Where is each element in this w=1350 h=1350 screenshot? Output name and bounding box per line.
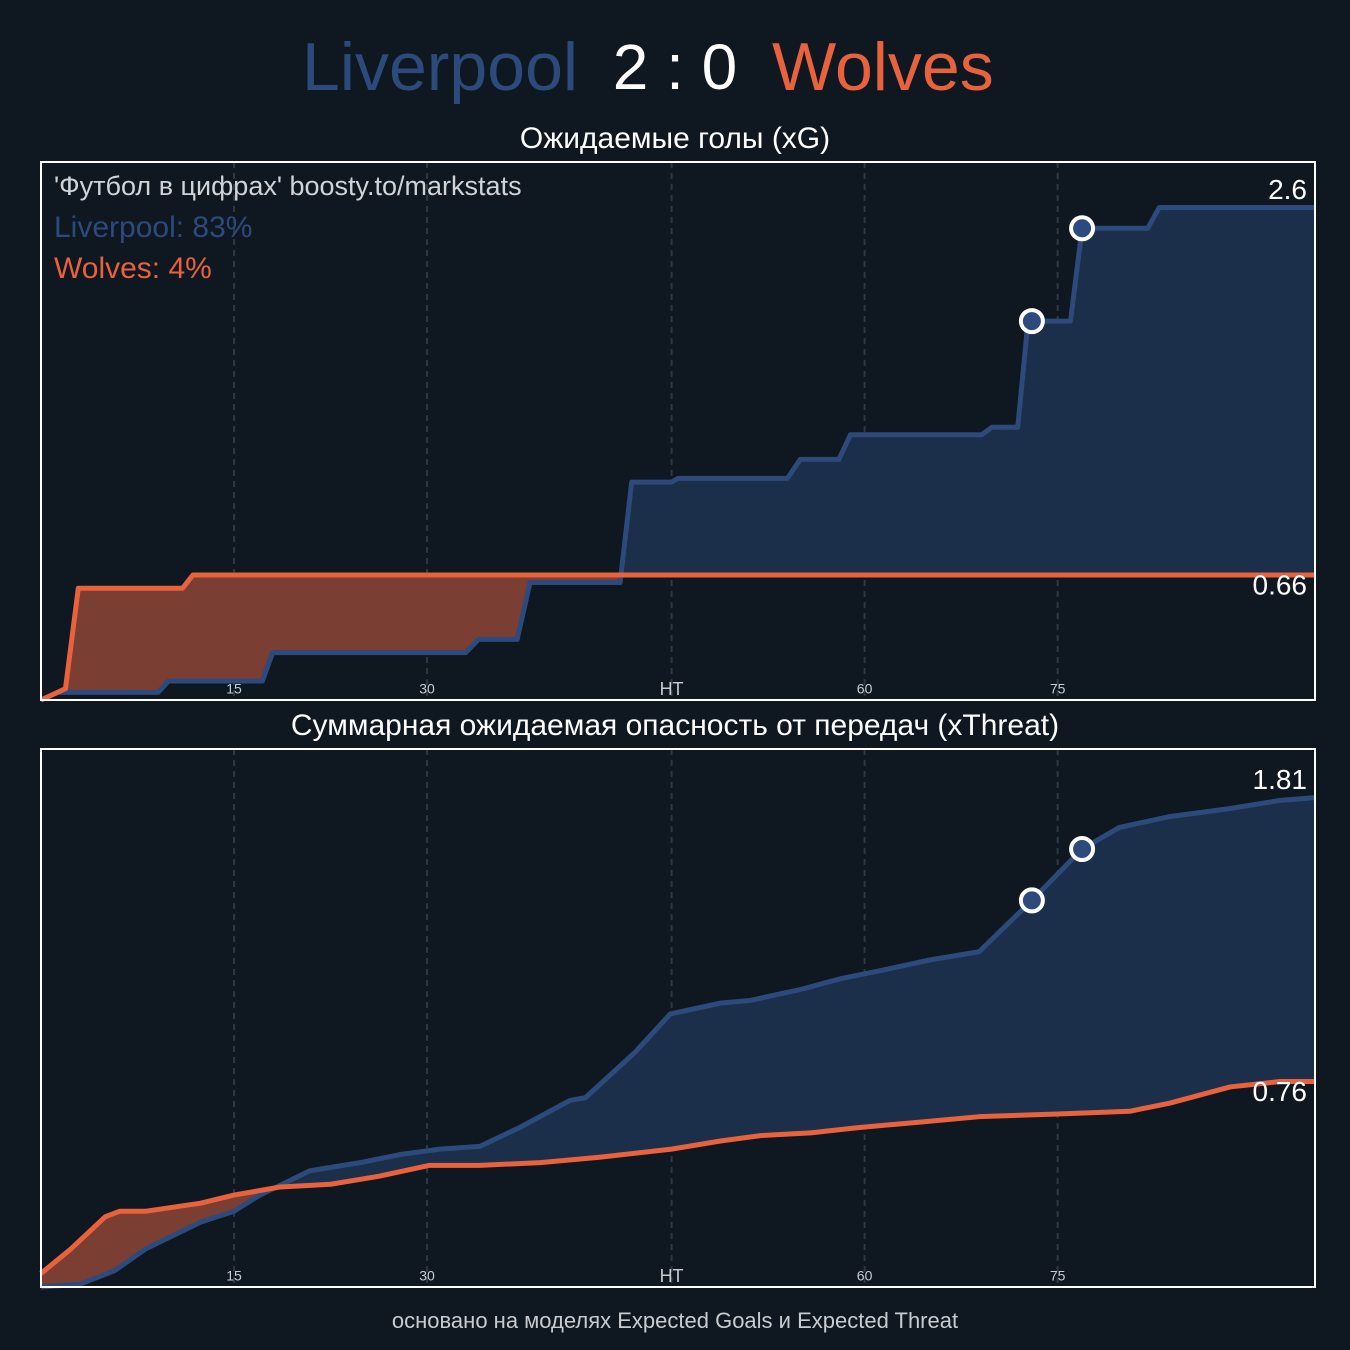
plot-frame (40, 748, 1316, 1288)
series-line (39, 572, 1315, 703)
end-value-label: 0.66 (1253, 569, 1308, 600)
x-tick-label: 60 (857, 1268, 873, 1284)
series-line (39, 1079, 1315, 1276)
x-tick-label: 75 (1050, 681, 1066, 697)
end-value-label: 2.6 (1268, 174, 1307, 205)
end-value-label: 0.76 (1253, 1076, 1308, 1107)
annotation: 'Футбол в цифрах' boosty.to/markstats (54, 171, 522, 201)
goal-marker (1069, 836, 1096, 863)
away-team: Wolves (772, 29, 994, 105)
series-line (39, 204, 1315, 703)
x-tick-label: 30 (419, 681, 435, 697)
x-tick-label: 15 (226, 681, 242, 697)
goal-marker (1069, 215, 1096, 242)
chart-title: Суммарная ожидаемая опасность от передач… (291, 709, 1059, 742)
x-tick-label: HT (660, 679, 684, 699)
goal-marker (1018, 308, 1045, 335)
home-team: Liverpool (302, 29, 578, 105)
plot-frame (40, 161, 1316, 701)
annotation: Liverpool: 83% (54, 211, 252, 244)
x-tick-label: 15 (226, 1268, 242, 1284)
score: 2 : 0 (613, 31, 738, 103)
x-tick-label: 60 (857, 681, 873, 697)
x-tick-label: 75 (1050, 1268, 1066, 1284)
annotation: Wolves: 4% (54, 252, 212, 285)
footer: основано на моделях Expected Goals и Exp… (392, 1308, 958, 1333)
chart-title: Ожидаемые голы (xG) (520, 122, 830, 155)
x-tick-label: 30 (419, 1268, 435, 1284)
end-value-label: 1.81 (1253, 764, 1308, 795)
x-tick-label: HT (660, 1266, 684, 1286)
goal-marker (1018, 887, 1045, 914)
